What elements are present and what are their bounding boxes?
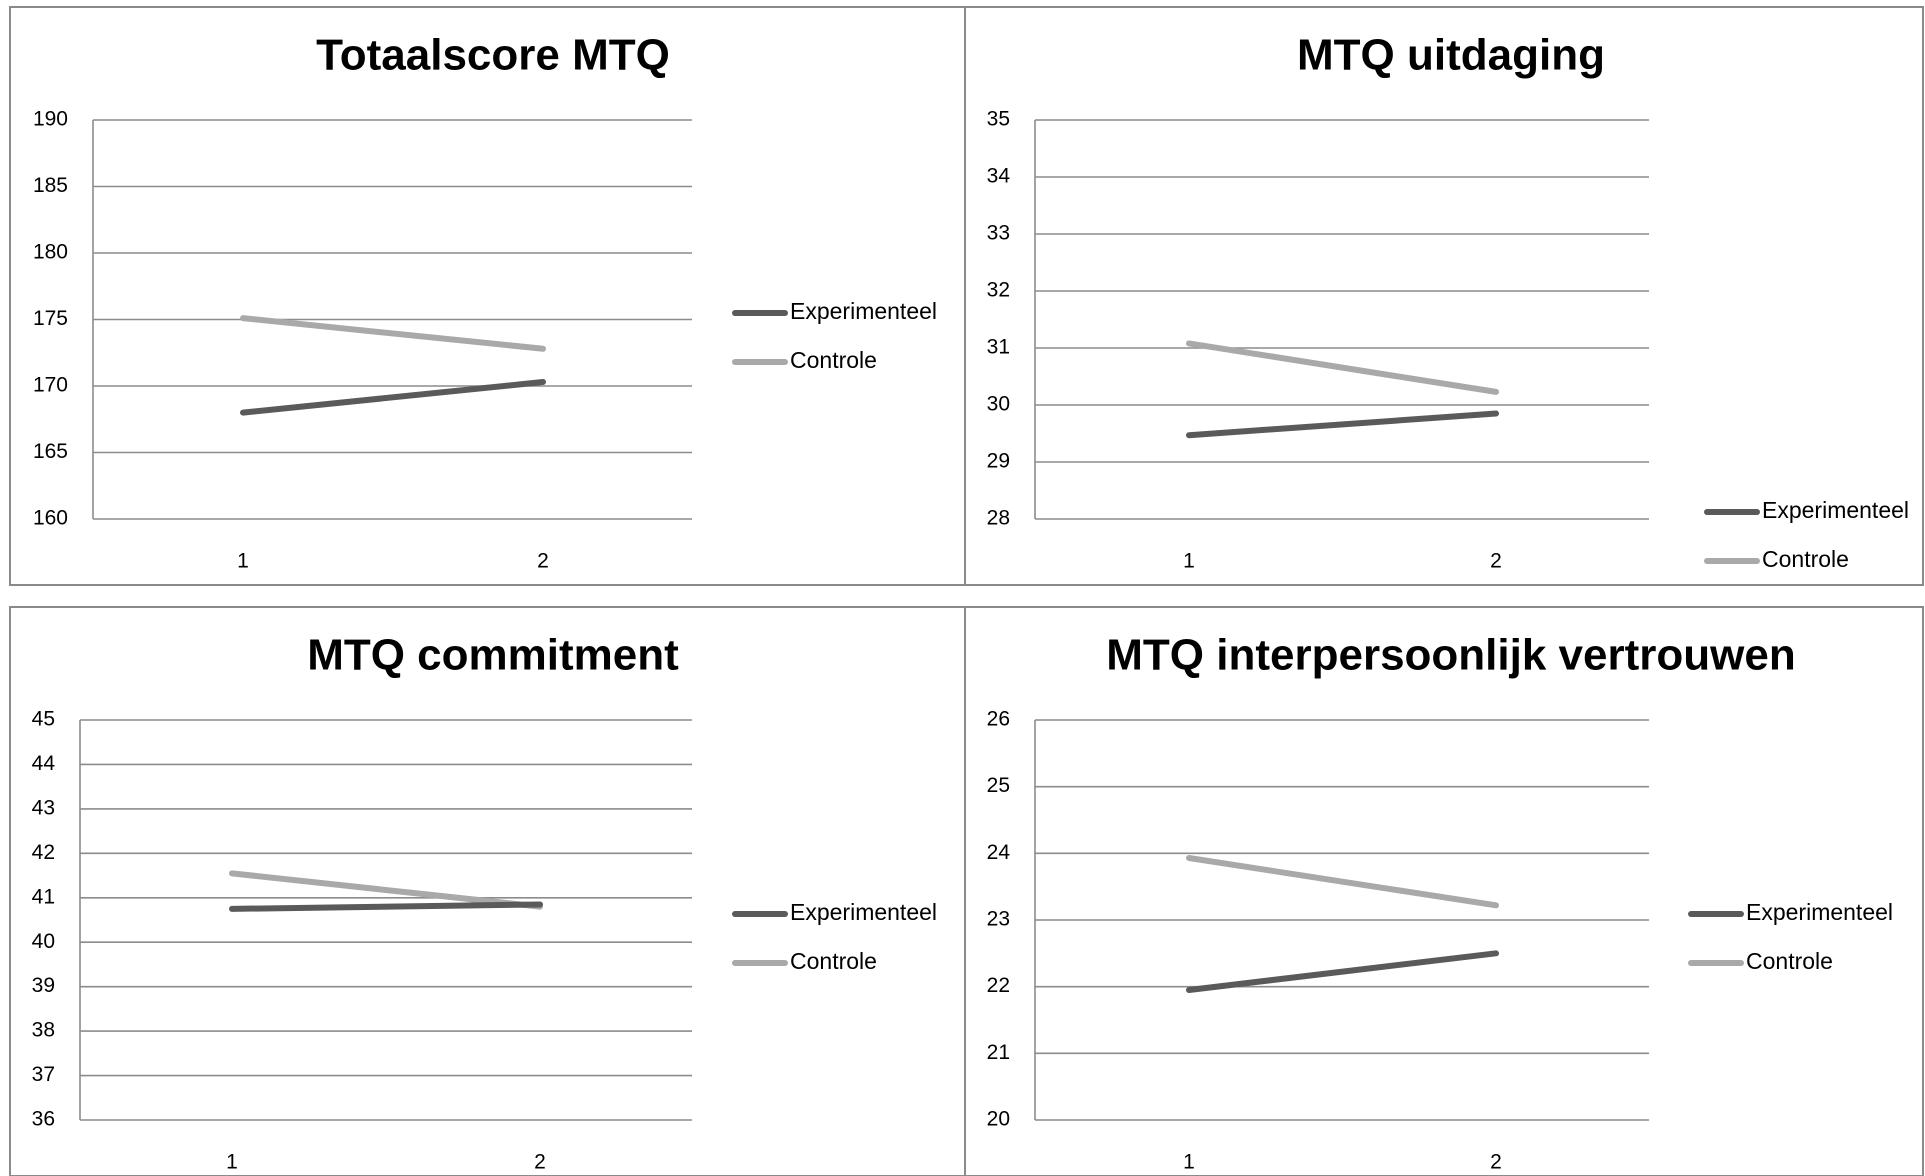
y-tick-label: 37 [32, 1063, 55, 1086]
chart-panel-1: Totaalscore MTQ 160 165 170 175 180 185 190 1 2 Ex… [9, 6, 966, 586]
legend-label: Experimenteel [1746, 899, 1893, 925]
y-tick-label: 21 [987, 1041, 1010, 1064]
y-tick-label: 36 [32, 1108, 55, 1131]
panel-frame [964, 606, 1924, 1176]
y-tick-label: 22 [987, 974, 1010, 997]
panel-frame [9, 606, 966, 1176]
y-tick-label: 35 [987, 108, 1010, 131]
series-line-experimenteel [1186, 410, 1499, 439]
y-tick-label: 185 [33, 174, 68, 197]
legend-label: Experimenteel [1762, 497, 1909, 523]
series-line-controle [229, 870, 543, 910]
chart-title: MTQ interpersoonlijk vertrouwen [1106, 631, 1795, 680]
chart-panel-3: MTQ commitment 36 37 38 39 40 41 42 43 44 45 1 2 Expe… [9, 606, 966, 1176]
chart-title: Totaalscore MTQ [316, 31, 670, 80]
legend-label: Controle [1762, 546, 1849, 572]
chart-panel-2: MTQ uitdaging 28 29 30 31 32 33 34 35 1 2 Experimen… [964, 6, 1924, 586]
y-tick-label: 42 [32, 841, 55, 864]
y-tick-label: 34 [987, 165, 1011, 188]
y-tick-label: 30 [987, 393, 1010, 416]
y-tick-label: 45 [32, 708, 55, 731]
y-tick-label: 165 [33, 440, 68, 463]
x-tick-label: 1 [226, 1151, 238, 1174]
panel-frame [9, 6, 966, 586]
y-tick-label: 33 [987, 222, 1010, 245]
chart-title: MTQ uitdaging [1297, 31, 1605, 80]
y-tick-label: 170 [33, 374, 68, 397]
legend-label: Controle [790, 948, 877, 974]
y-tick-label: 23 [987, 908, 1010, 931]
panel-frame [964, 6, 1924, 586]
chart-panel-4: MTQ interpersoonlijk vertrouwen202122232… [964, 606, 1924, 1176]
y-tick-label: 24 [987, 841, 1011, 864]
series-line-controle [1186, 340, 1499, 395]
x-tick-label: 2 [534, 1151, 546, 1174]
y-tick-label: 25 [987, 774, 1010, 797]
legend-label: Controle [790, 347, 877, 373]
series-line-experimenteel [229, 901, 543, 912]
series-line-experimenteel [1186, 950, 1499, 993]
series-line-experimenteel [240, 379, 546, 416]
x-tick-label: 1 [1183, 550, 1195, 573]
legend-label: Controle [1746, 948, 1833, 974]
y-tick-label: 175 [33, 307, 68, 330]
legend-label: Experimenteel [790, 298, 937, 324]
y-tick-label: 180 [33, 241, 68, 264]
x-tick-label: 2 [1490, 550, 1502, 573]
y-tick-label: 31 [987, 336, 1010, 359]
x-tick-label: 1 [237, 550, 249, 573]
series-line-controle [1186, 855, 1499, 909]
y-tick-label: 160 [33, 507, 68, 530]
y-tick-label: 32 [987, 279, 1010, 302]
y-tick-label: 190 [33, 108, 68, 131]
x-tick-label: 1 [1183, 1151, 1195, 1174]
y-tick-label: 29 [987, 450, 1010, 473]
y-tick-label: 26 [987, 708, 1010, 731]
y-tick-label: 28 [987, 507, 1010, 530]
chart-title: MTQ commitment [307, 631, 679, 680]
x-tick-label: 2 [1490, 1151, 1502, 1174]
series-line-controle [240, 315, 546, 352]
y-tick-label: 38 [32, 1019, 55, 1042]
y-tick-label: 44 [32, 752, 56, 775]
y-tick-label: 43 [32, 796, 55, 819]
legend-label: Experimenteel [790, 899, 937, 925]
y-tick-label: 39 [32, 974, 55, 997]
y-tick-label: 40 [32, 930, 55, 953]
x-tick-label: 2 [537, 550, 549, 573]
y-tick-label: 41 [32, 885, 55, 908]
y-tick-label: 20 [987, 1108, 1010, 1131]
